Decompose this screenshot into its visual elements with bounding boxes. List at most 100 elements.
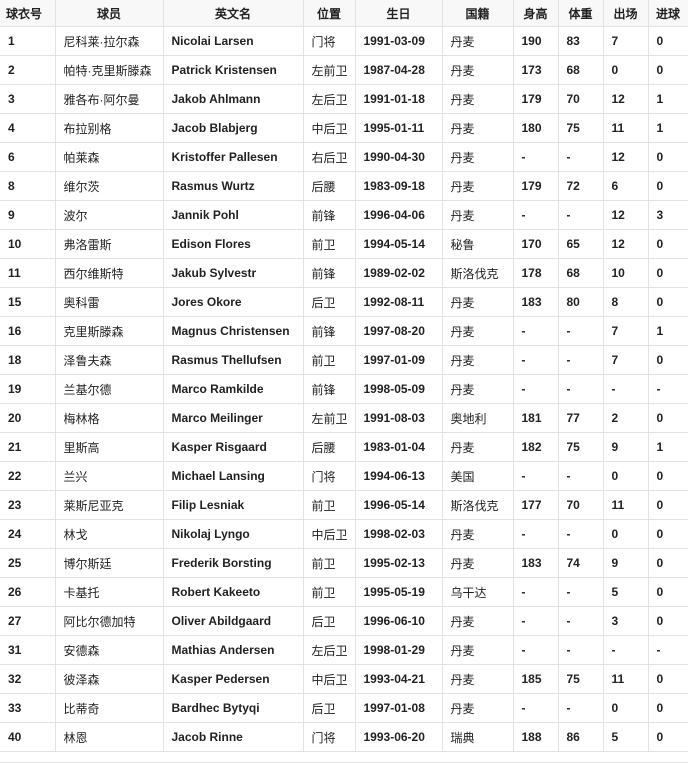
table-header-row: 球衣号 球员 英文名 位置 生日 国籍 身高 体重 出场 进球 bbox=[0, 0, 688, 27]
cell-jersey: 11 bbox=[0, 258, 56, 288]
table-row: 18 泽鲁夫森 Rasmus Thellufsen 前卫 1997-01-09 丹麦 - -7… bbox=[0, 345, 688, 375]
cell-position: 前卫 bbox=[302, 490, 356, 520]
cell-height: 190 bbox=[512, 26, 559, 56]
cell-appearances: 11 bbox=[602, 664, 649, 694]
cell-position: 左前卫 bbox=[302, 403, 356, 433]
cell-jersey: 21 bbox=[0, 432, 56, 462]
cell-jersey: 33 bbox=[0, 693, 56, 723]
cell-height: 179 bbox=[512, 171, 559, 201]
cell-position: 中后卫 bbox=[302, 519, 356, 549]
cell-weight: 80 bbox=[557, 287, 604, 317]
cell-nationality: 丹麦 bbox=[441, 548, 514, 578]
cell-jersey: 32 bbox=[0, 664, 56, 694]
cell-weight: - bbox=[557, 142, 604, 172]
cell-appearances: 12 bbox=[602, 229, 649, 259]
cell-english-name: Kasper Risgaard bbox=[162, 432, 304, 462]
cell-weight: 75 bbox=[557, 113, 604, 143]
cell-appearances: 12 bbox=[602, 200, 649, 230]
cell-jersey: 24 bbox=[0, 519, 56, 549]
cell-english-name: Edison Flores bbox=[162, 229, 304, 259]
cell-goals: 0 bbox=[647, 606, 688, 636]
cell-goals: 0 bbox=[647, 26, 688, 56]
cell-position: 左前卫 bbox=[302, 55, 356, 85]
cell-nationality: 秘鲁 bbox=[441, 229, 514, 259]
table-row: 4 布拉别格 Jacob Blabjerg 中后卫 1995-01-11 丹麦 180 75 1… bbox=[0, 113, 688, 143]
cell-appearances: 11 bbox=[602, 113, 649, 143]
cell-goals: 1 bbox=[647, 432, 688, 462]
cell-goals: 0 bbox=[647, 345, 688, 375]
column-header-player[interactable]: 球员 bbox=[54, 0, 164, 27]
table-row: 3 雅各布·阿尔曼 Jakob Ahlmann 左后卫 1991-01-18 丹麦 179 7… bbox=[0, 84, 688, 114]
cell-birthday: 1993-04-21 bbox=[354, 664, 443, 694]
cell-height: - bbox=[512, 374, 559, 404]
cell-height: 179 bbox=[512, 84, 559, 114]
cell-player: 维尔茨 bbox=[54, 171, 164, 201]
table-row: 33 比蒂奇 Bardhec Bytyqi 后卫 1997-01-08 丹麦 - -0 0 bbox=[0, 693, 688, 723]
table-row: 16 克里斯滕森 Magnus Christensen 前锋 1997-08-20 丹麦 -… bbox=[0, 316, 688, 346]
cell-player: 安德森 bbox=[54, 635, 164, 665]
cell-height: - bbox=[512, 461, 559, 491]
cell-player: 兰兴 bbox=[54, 461, 164, 491]
cell-nationality: 丹麦 bbox=[441, 287, 514, 317]
cell-appearances: 10 bbox=[602, 258, 649, 288]
cell-jersey: 15 bbox=[0, 287, 56, 317]
column-header-english-name[interactable]: 英文名 bbox=[162, 0, 304, 27]
cell-english-name: Marco Meilinger bbox=[162, 403, 304, 433]
cell-english-name: Kristoffer Pallesen bbox=[162, 142, 304, 172]
cell-player: 林恩 bbox=[54, 722, 164, 752]
cell-weight: 68 bbox=[557, 258, 604, 288]
cell-appearances: 12 bbox=[602, 142, 649, 172]
cell-weight: - bbox=[557, 693, 604, 723]
cell-goals: 1 bbox=[647, 84, 688, 114]
cell-english-name: Kasper Pedersen bbox=[162, 664, 304, 694]
cell-nationality: 丹麦 bbox=[441, 26, 514, 56]
cell-english-name: Patrick Kristensen bbox=[162, 55, 304, 85]
cell-nationality: 丹麦 bbox=[441, 345, 514, 375]
cell-english-name: Jakub Sylvestr bbox=[162, 258, 304, 288]
cell-birthday: 1991-08-03 bbox=[354, 403, 443, 433]
column-header-goals[interactable]: 进球 bbox=[647, 0, 688, 27]
cell-nationality: 丹麦 bbox=[441, 113, 514, 143]
cell-english-name: Robert Kakeeto bbox=[162, 577, 304, 607]
column-header-position[interactable]: 位置 bbox=[302, 0, 356, 27]
table-row: 40 林恩 Jacob Rinne 门将 1993-06-20 瑞典 188 86 5 0 bbox=[0, 722, 688, 752]
cell-appearances: 0 bbox=[602, 55, 649, 85]
cell-english-name: Marco Ramkilde bbox=[162, 374, 304, 404]
column-header-height[interactable]: 身高 bbox=[512, 0, 559, 27]
table-row: 20 梅林格 Marco Meilinger 左前卫 1991-08-03 奥地利 181 7… bbox=[0, 403, 688, 433]
column-header-weight[interactable]: 体重 bbox=[557, 0, 604, 27]
cell-position: 门将 bbox=[302, 722, 356, 752]
cell-appearances: - bbox=[602, 635, 649, 665]
cell-jersey: 23 bbox=[0, 490, 56, 520]
column-header-jersey[interactable]: 球衣号 bbox=[0, 0, 56, 27]
table-row: 32 彼泽森 Kasper Pedersen 中后卫 1993-04-21 丹麦 185 75… bbox=[0, 664, 688, 694]
cell-goals: - bbox=[647, 635, 688, 665]
cell-position: 右后卫 bbox=[302, 142, 356, 172]
cell-english-name: Filip Lesniak bbox=[162, 490, 304, 520]
cell-english-name: Michael Lansing bbox=[162, 461, 304, 491]
cell-english-name: Rasmus Wurtz bbox=[162, 171, 304, 201]
cell-height: 183 bbox=[512, 287, 559, 317]
table-row: 31 安德森 Mathias Andersen 左后卫 1998-01-29 丹麦 - - - - bbox=[0, 635, 688, 665]
cell-appearances: 11 bbox=[602, 490, 649, 520]
cell-jersey: 25 bbox=[0, 548, 56, 578]
cell-goals: 0 bbox=[647, 229, 688, 259]
cell-jersey: 2 bbox=[0, 55, 56, 85]
cell-weight: - bbox=[557, 519, 604, 549]
cell-player: 雅各布·阿尔曼 bbox=[54, 84, 164, 114]
cell-appearances: 5 bbox=[602, 722, 649, 752]
cell-height: 180 bbox=[512, 113, 559, 143]
column-header-birthday[interactable]: 生日 bbox=[354, 0, 443, 27]
cell-english-name: Mathias Andersen bbox=[162, 635, 304, 665]
column-header-appearances[interactable]: 出场 bbox=[602, 0, 649, 27]
column-header-nationality[interactable]: 国籍 bbox=[441, 0, 514, 27]
cell-appearances: 9 bbox=[602, 548, 649, 578]
cell-player: 阿比尔德加特 bbox=[54, 606, 164, 636]
cell-position: 中后卫 bbox=[302, 113, 356, 143]
cell-appearances: 12 bbox=[602, 84, 649, 114]
cell-height: - bbox=[512, 577, 559, 607]
table-row: 11 西尔维斯特 Jakub Sylvestr 前锋 1989-02-02 斯洛伐克 178… bbox=[0, 258, 688, 288]
table-row: 21 里斯高 Kasper Risgaard 后腰 1983-01-04 丹麦 182 75 9… bbox=[0, 432, 688, 462]
cell-goals: 0 bbox=[647, 519, 688, 549]
